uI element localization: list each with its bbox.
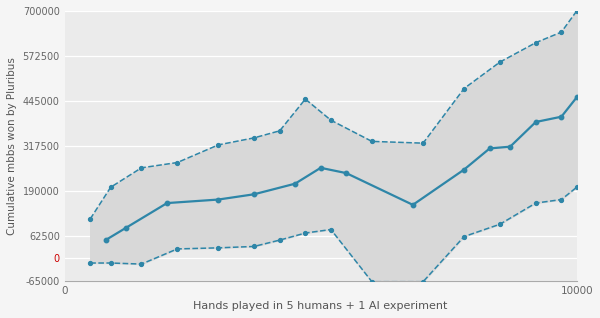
- Y-axis label: Cumulative mbbs won by Pluribus: Cumulative mbbs won by Pluribus: [7, 57, 17, 235]
- X-axis label: Hands played in 5 humans + 1 AI experiment: Hands played in 5 humans + 1 AI experime…: [193, 301, 448, 311]
